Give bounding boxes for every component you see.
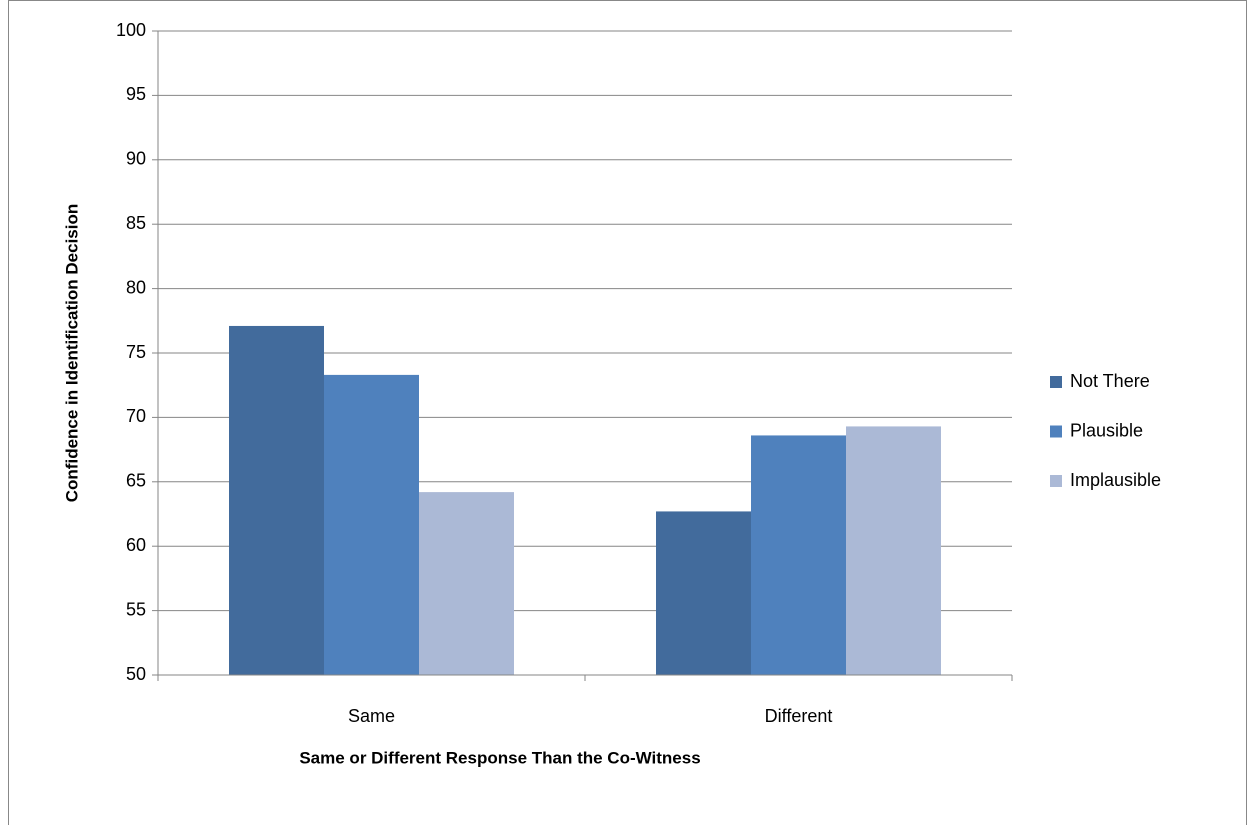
y-tick-label: 60: [126, 535, 146, 555]
bar: [751, 435, 846, 675]
y-tick-label: 90: [126, 149, 146, 169]
bar: [846, 426, 941, 675]
y-tick-label: 70: [126, 406, 146, 426]
x-tick-label: Same: [348, 706, 395, 726]
y-tick-label: 75: [126, 342, 146, 362]
legend-swatch: [1050, 376, 1062, 388]
x-axis-title: Same or Different Response Than the Co-W…: [299, 748, 700, 767]
x-tick-label: Different: [765, 706, 833, 726]
y-tick-label: 65: [126, 471, 146, 491]
bar: [324, 374, 419, 675]
legend-label: Not There: [1070, 371, 1150, 391]
y-axis-title: Confidence in Identification Decision: [62, 204, 81, 502]
bar: [656, 511, 751, 675]
legend-label: Plausible: [1070, 420, 1143, 440]
y-tick-label: 55: [126, 599, 146, 619]
legend-label: Implausible: [1070, 470, 1161, 490]
legend-swatch: [1050, 425, 1062, 438]
y-tick-label: 100: [116, 20, 146, 40]
y-tick-label: 50: [126, 664, 146, 684]
legend-swatch: [1050, 475, 1062, 487]
chart-frame: [8, 0, 1247, 825]
bar: [419, 492, 514, 675]
y-tick-label: 85: [126, 213, 146, 233]
y-tick-label: 95: [126, 84, 146, 104]
bar: [229, 325, 324, 675]
y-tick-label: 80: [126, 277, 146, 297]
